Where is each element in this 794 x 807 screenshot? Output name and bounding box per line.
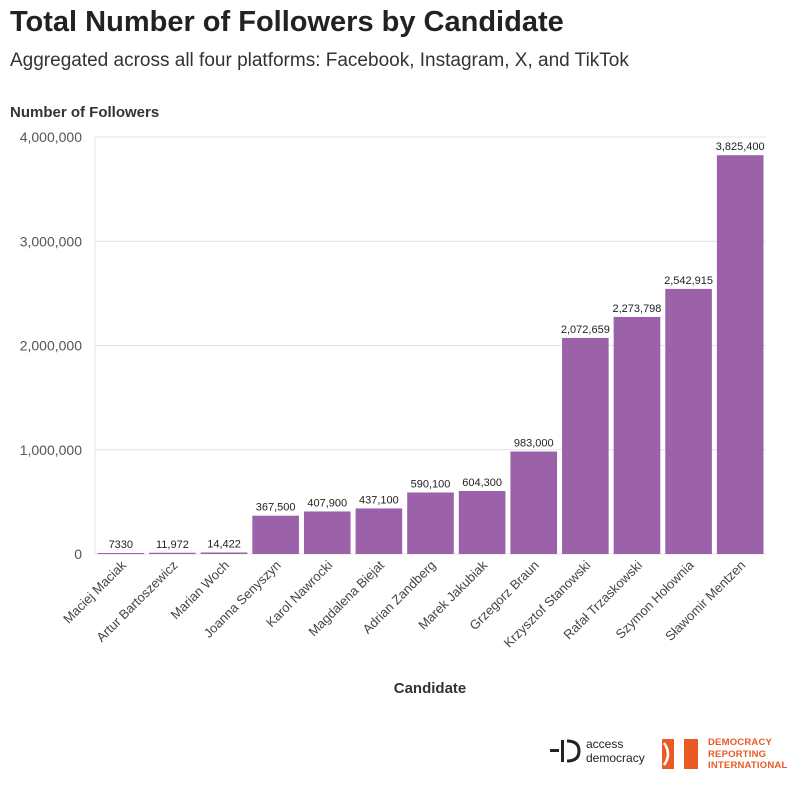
bar-value-label: 2,542,915 [664, 275, 713, 287]
y-tick-label: 0 [74, 546, 82, 562]
bar [97, 553, 145, 554]
x-axis-label: Candidate [394, 680, 467, 697]
dri-line1: DEMOCRACY [708, 737, 773, 748]
y-tick-label: 2,000,000 [20, 338, 82, 354]
bar-value-label: 407,900 [307, 497, 347, 509]
bar-value-label: 11,972 [156, 539, 189, 551]
bar [562, 337, 609, 554]
bar [355, 508, 403, 554]
y-axis-label: Number of Followers [10, 104, 160, 121]
chart-subtitle: Aggregated across all four platforms: Fa… [10, 50, 629, 71]
y-tick-label: 1,000,000 [20, 442, 82, 458]
bar [613, 316, 661, 554]
y-tick-label: 3,000,000 [20, 233, 82, 249]
access-democracy-logo-icon [550, 739, 581, 763]
bar [303, 511, 351, 554]
chart-title: Total Number of Followers by Candidate [10, 6, 564, 38]
bar [407, 492, 454, 554]
bar [665, 288, 712, 554]
dri-logo-icon [662, 739, 698, 769]
bar-value-label: 604,300 [462, 477, 502, 489]
dri-line3: INTERNATIONAL [708, 760, 788, 771]
bar-value-label: 437,100 [359, 494, 399, 506]
bar-value-label: 983,000 [514, 438, 554, 450]
bar-chart: 0 1,000,000 2,000,000 3,000,000 4,000,000 733… [20, 129, 766, 697]
access-democracy-line2: democracy [586, 751, 645, 765]
bar-value-label: 590,100 [411, 478, 451, 490]
bar-value-label: 2,072,659 [561, 324, 610, 336]
bar [458, 491, 506, 554]
bar [149, 552, 196, 554]
bar [252, 515, 299, 554]
bar [716, 155, 764, 554]
bar-value-label: 3,825,400 [716, 141, 765, 153]
x-tick-label: Krzysztof Stanowski [501, 557, 594, 650]
bar-value-label: 14,422 [207, 538, 241, 550]
access-democracy-line1: access [586, 737, 624, 751]
dri-line2: REPORTING [708, 748, 767, 760]
y-tick-label: 4,000,000 [20, 129, 82, 145]
bar [510, 451, 558, 554]
bar-value-label: 2,273,798 [612, 303, 661, 315]
bar-value-label: 7330 [109, 539, 133, 551]
access-democracy-logo: access democracy [550, 737, 645, 765]
dri-logo: DEMOCRACY REPORTING INTERNATIONAL [660, 737, 787, 772]
bar [200, 552, 248, 554]
bar-value-label: 367,500 [256, 502, 296, 514]
